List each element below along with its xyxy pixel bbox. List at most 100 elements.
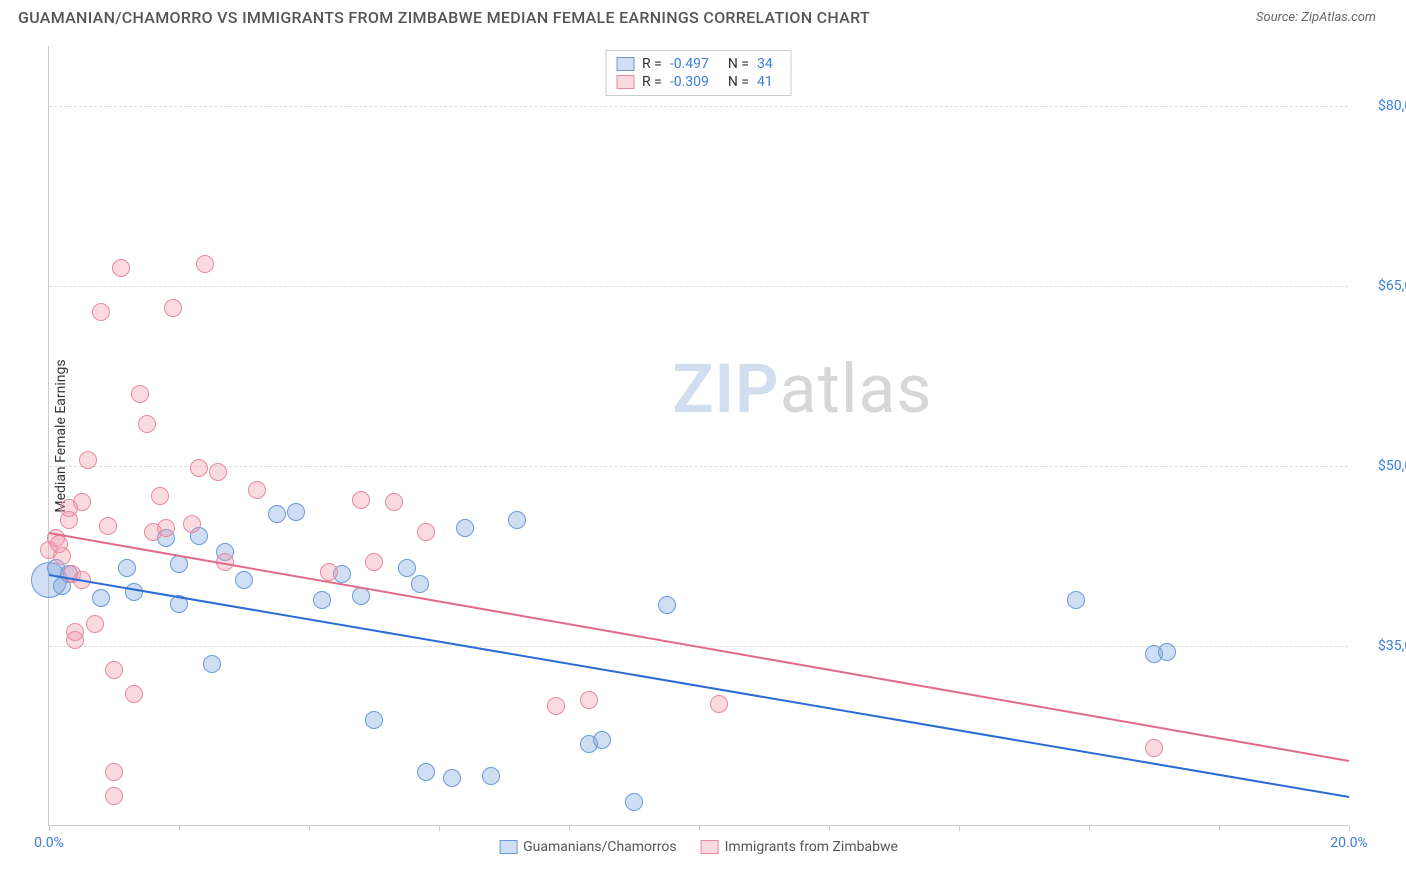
y-tick-label: $50,000 xyxy=(1358,458,1406,474)
scatter-point xyxy=(190,459,208,477)
watermark: ZIPatlas xyxy=(672,349,932,429)
scatter-point xyxy=(209,463,227,481)
scatter-point xyxy=(482,767,500,785)
scatter-point xyxy=(164,299,182,317)
scatter-point xyxy=(352,491,370,509)
y-tick-label: $65,000 xyxy=(1358,278,1406,294)
scatter-point xyxy=(456,519,474,537)
stats-row: R = -0.497 N = 34 xyxy=(616,55,781,73)
scatter-point xyxy=(313,591,331,609)
y-tick-label: $35,000 xyxy=(1358,638,1406,654)
chart-header: GUAMANIAN/CHAMORRO VS IMMIGRANTS FROM ZI… xyxy=(0,0,1406,31)
legend-label: Guamanians/Chamorros xyxy=(523,839,677,855)
gridline xyxy=(49,106,1348,107)
stats-legend: R = -0.497 N = 34R = -0.309 N = 41 xyxy=(605,50,792,96)
scatter-point xyxy=(112,259,130,277)
scatter-point xyxy=(411,575,429,593)
stats-row: R =-0.309N =41 xyxy=(616,73,781,91)
scatter-point xyxy=(320,563,338,581)
scatter-point xyxy=(79,451,97,469)
x-tick xyxy=(699,825,700,831)
scatter-point xyxy=(547,697,565,715)
scatter-point xyxy=(1145,739,1163,757)
watermark-atlas: atlas xyxy=(780,349,933,429)
scatter-point xyxy=(203,655,221,673)
y-axis-label: Median Female Earnings xyxy=(53,359,69,512)
scatter-point xyxy=(1067,591,1085,609)
scatter-point xyxy=(66,631,84,649)
scatter-point xyxy=(53,547,71,565)
r-label: R = xyxy=(642,56,662,72)
scatter-point xyxy=(105,661,123,679)
r-value: -0.309 xyxy=(670,74,720,90)
scatter-point xyxy=(99,517,117,535)
scatter-point xyxy=(157,519,175,537)
x-tick xyxy=(179,825,180,831)
scatter-point xyxy=(417,523,435,541)
y-tick-label: $80,000 xyxy=(1358,98,1406,114)
scatter-point xyxy=(365,553,383,571)
trend-line xyxy=(49,574,1349,798)
x-tick xyxy=(1219,825,1220,831)
legend-swatch xyxy=(616,57,634,71)
gridline xyxy=(49,466,1348,467)
scatter-point xyxy=(625,793,643,811)
x-tick xyxy=(569,825,570,831)
x-tick-label: 0.0% xyxy=(34,835,64,851)
scatter-point xyxy=(183,515,201,533)
source-attribution: Source: ZipAtlas.com xyxy=(1256,10,1376,25)
legend-item: Immigrants from Zimbabwe xyxy=(701,839,898,855)
x-tick xyxy=(439,825,440,831)
x-tick xyxy=(49,825,50,831)
scatter-point xyxy=(73,493,91,511)
n-label: N = xyxy=(728,56,749,72)
scatter-point xyxy=(248,481,266,499)
scatter-point xyxy=(105,787,123,805)
series-legend: Guamanians/Chamorros Immigrants from Zimb… xyxy=(499,839,898,855)
n-value: 34 xyxy=(757,56,781,72)
scatter-point xyxy=(60,511,78,529)
scatter-point xyxy=(235,571,253,589)
n-label: N = xyxy=(728,74,749,90)
x-tick xyxy=(829,825,830,831)
scatter-point xyxy=(92,589,110,607)
legend-swatch xyxy=(616,75,634,89)
legend-swatch xyxy=(701,840,719,854)
scatter-point xyxy=(658,596,676,614)
legend-swatch xyxy=(499,840,517,854)
scatter-point xyxy=(131,385,149,403)
scatter-point xyxy=(1158,643,1176,661)
n-value: 41 xyxy=(757,74,781,90)
scatter-point xyxy=(710,695,728,713)
chart-plot-area: Median Female Earnings ZIPatlas $35,000$… xyxy=(48,46,1348,826)
scatter-point xyxy=(196,255,214,273)
scatter-point xyxy=(125,583,143,601)
scatter-point xyxy=(86,615,104,633)
scatter-point xyxy=(268,505,286,523)
scatter-point xyxy=(593,731,611,749)
scatter-point xyxy=(417,763,435,781)
scatter-point xyxy=(398,559,416,577)
watermark-zip: ZIP xyxy=(672,349,779,429)
scatter-point xyxy=(92,303,110,321)
x-tick xyxy=(1349,825,1350,831)
legend-item: Guamanians/Chamorros xyxy=(499,839,677,855)
scatter-point xyxy=(138,415,156,433)
scatter-point xyxy=(508,511,526,529)
x-tick xyxy=(1089,825,1090,831)
scatter-point xyxy=(118,559,136,577)
r-value: -0.497 xyxy=(670,56,720,72)
gridline xyxy=(49,286,1348,287)
scatter-point xyxy=(580,691,598,709)
scatter-point xyxy=(443,769,461,787)
x-tick xyxy=(309,825,310,831)
scatter-point xyxy=(151,487,169,505)
x-tick-label: 20.0% xyxy=(1330,835,1368,851)
legend-label: Immigrants from Zimbabwe xyxy=(725,839,898,855)
scatter-point xyxy=(105,763,123,781)
chart-title: GUAMANIAN/CHAMORRO VS IMMIGRANTS FROM ZI… xyxy=(18,8,870,27)
scatter-point xyxy=(365,711,383,729)
scatter-point xyxy=(125,685,143,703)
scatter-point xyxy=(385,493,403,511)
x-tick xyxy=(959,825,960,831)
